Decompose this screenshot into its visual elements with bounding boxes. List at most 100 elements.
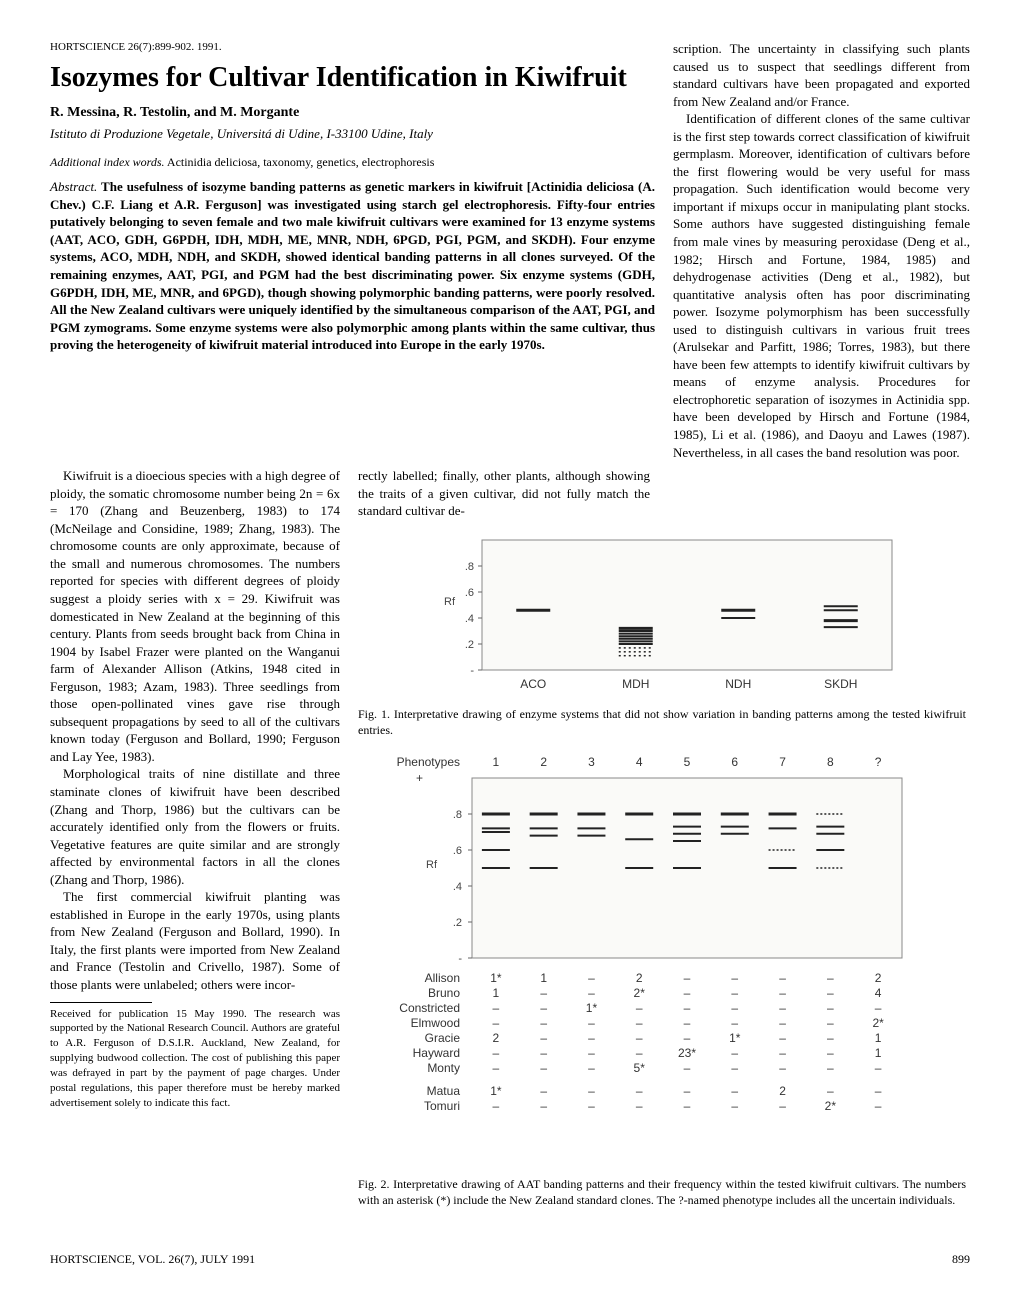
body-p1: Kiwifruit is a dioecious species with a … xyxy=(50,467,340,765)
svg-text:7: 7 xyxy=(779,755,786,769)
svg-text:–: – xyxy=(779,1061,786,1075)
svg-text:–: – xyxy=(588,1046,595,1060)
footnote: Received for publication 15 May 1990. Th… xyxy=(50,1007,340,1111)
svg-text:–: – xyxy=(588,1084,595,1098)
page-footer: HORTSCIENCE, VOL. 26(7), JULY 1991 899 xyxy=(50,1251,970,1267)
svg-text:5*: 5* xyxy=(634,1061,646,1075)
svg-text:–: – xyxy=(827,1016,834,1030)
svg-text:Constricted: Constricted xyxy=(399,1001,460,1015)
svg-text:–: – xyxy=(684,986,691,1000)
svg-text:.2: .2 xyxy=(453,917,462,929)
body-p2: Morphological traits of nine distillate … xyxy=(50,765,340,888)
abstract: Abstract. The usefulness of isozyme band… xyxy=(50,178,655,353)
svg-text:5: 5 xyxy=(684,755,691,769)
svg-text:Hayward: Hayward xyxy=(413,1046,460,1060)
figure-2-svg: Phenotypes12345678?+.8.6.4.2-RfAllison1*… xyxy=(372,750,952,1170)
figure-2-caption: Fig. 2. Interpretative drawing of AAT ba… xyxy=(358,1176,966,1208)
svg-text:2: 2 xyxy=(493,1031,500,1045)
svg-text:–: – xyxy=(731,986,738,1000)
index-words-label: Additional index words. xyxy=(50,155,165,169)
svg-text:–: – xyxy=(731,1001,738,1015)
figure-1: .8.6.4.2-RfACOMDHNDHSKDH Fig. 1. Interpr… xyxy=(358,530,966,738)
svg-text:–: – xyxy=(827,971,834,985)
svg-text:8: 8 xyxy=(827,755,834,769)
svg-text:–: – xyxy=(779,1001,786,1015)
svg-text:–: – xyxy=(731,971,738,985)
figure-1-svg: .8.6.4.2-RfACOMDHNDHSKDH xyxy=(412,530,912,700)
body-p4: rectly labelled; finally, other plants, … xyxy=(358,467,650,520)
figures-area: rectly labelled; finally, other plants, … xyxy=(358,467,966,1220)
svg-text:–: – xyxy=(684,1016,691,1030)
right-column-intro: scription. The uncertainty in classifyin… xyxy=(673,40,970,461)
svg-text:–: – xyxy=(731,1099,738,1113)
svg-text:–: – xyxy=(827,1046,834,1060)
svg-text:1: 1 xyxy=(875,1046,882,1060)
figure-1-caption: Fig. 1. Interpretative drawing of enzyme… xyxy=(358,706,966,738)
svg-text:–: – xyxy=(636,1001,643,1015)
svg-text:2*: 2* xyxy=(825,1099,837,1113)
svg-text:.4: .4 xyxy=(465,613,474,625)
svg-text:–: – xyxy=(636,1046,643,1060)
svg-text:–: – xyxy=(875,1061,882,1075)
svg-text:.6: .6 xyxy=(465,587,474,599)
svg-text:1*: 1* xyxy=(586,1001,598,1015)
svg-text:1*: 1* xyxy=(490,971,502,985)
svg-text:–: – xyxy=(493,1061,500,1075)
svg-text:–: – xyxy=(684,1031,691,1045)
svg-text:–: – xyxy=(540,1046,547,1060)
svg-text:–: – xyxy=(827,1061,834,1075)
svg-text:4: 4 xyxy=(636,755,643,769)
svg-text:.4: .4 xyxy=(453,881,462,893)
svg-text:–: – xyxy=(827,1031,834,1045)
svg-text:–: – xyxy=(827,986,834,1000)
svg-text:23*: 23* xyxy=(678,1046,696,1060)
abstract-text: The usefulness of isozyme banding patter… xyxy=(50,179,655,352)
svg-text:3: 3 xyxy=(588,755,595,769)
authors: R. Messina, R. Testolin, and M. Morgante xyxy=(50,104,655,123)
svg-text:–: – xyxy=(731,1046,738,1060)
svg-text:Elmwood: Elmwood xyxy=(411,1016,460,1030)
svg-text:2: 2 xyxy=(540,755,547,769)
svg-text:–: – xyxy=(540,1031,547,1045)
svg-text:2: 2 xyxy=(779,1084,786,1098)
footer-left: HORTSCIENCE, VOL. 26(7), JULY 1991 xyxy=(50,1251,255,1267)
body-p3: The first commercial kiwifruit planting … xyxy=(50,888,340,993)
abstract-label: Abstract. xyxy=(50,179,97,194)
body-p6: Identification of different clones of th… xyxy=(673,110,970,461)
svg-text:–: – xyxy=(588,1016,595,1030)
svg-text:.2: .2 xyxy=(465,639,474,651)
svg-text:-: - xyxy=(470,665,474,677)
svg-text:Gracie: Gracie xyxy=(425,1031,461,1045)
svg-text:1: 1 xyxy=(540,971,547,985)
svg-text:ACO: ACO xyxy=(520,677,546,691)
svg-text:SKDH: SKDH xyxy=(824,677,857,691)
svg-text:–: – xyxy=(779,1099,786,1113)
svg-text:–: – xyxy=(588,1031,595,1045)
svg-text:?: ? xyxy=(875,755,882,769)
body-p5: scription. The uncertainty in classifyin… xyxy=(673,40,970,110)
svg-text:.8: .8 xyxy=(453,809,462,821)
svg-text:-: - xyxy=(458,953,462,965)
svg-text:–: – xyxy=(540,1099,547,1113)
svg-text:–: – xyxy=(540,1001,547,1015)
svg-text:MDH: MDH xyxy=(622,677,649,691)
title-block: HORTSCIENCE 26(7):899-902. 1991. Isozyme… xyxy=(50,40,655,461)
svg-text:–: – xyxy=(636,1084,643,1098)
svg-text:–: – xyxy=(588,986,595,1000)
left-column: Kiwifruit is a dioecious species with a … xyxy=(50,467,340,1220)
index-words-text: Actinidia deliciosa, taxonomy, genetics,… xyxy=(165,155,435,169)
svg-text:–: – xyxy=(588,971,595,985)
index-words: Additional index words. Actinidia delici… xyxy=(50,154,655,170)
svg-text:–: – xyxy=(493,1001,500,1015)
svg-text:–: – xyxy=(827,1001,834,1015)
svg-text:1: 1 xyxy=(875,1031,882,1045)
figure-2: Phenotypes12345678?+.8.6.4.2-RfAllison1*… xyxy=(358,750,966,1208)
svg-text:.6: .6 xyxy=(453,845,462,857)
svg-text:1: 1 xyxy=(493,755,500,769)
svg-text:–: – xyxy=(779,1046,786,1060)
article-title: Isozymes for Cultivar Identification in … xyxy=(50,63,655,94)
svg-text:4: 4 xyxy=(875,986,882,1000)
affiliation: Istituto di Produzione Vegetale, Univers… xyxy=(50,125,655,143)
svg-text:–: – xyxy=(684,971,691,985)
svg-text:1*: 1* xyxy=(729,1031,741,1045)
